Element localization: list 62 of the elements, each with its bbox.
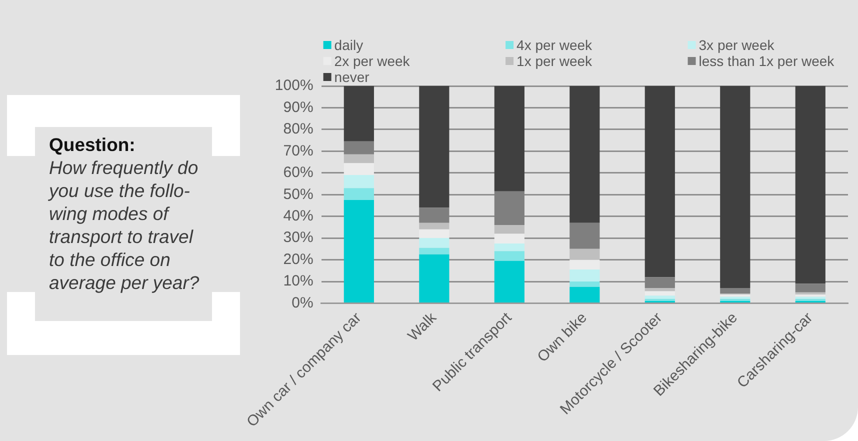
y-tick-label: 40% [283,207,314,224]
legend-label: 4x per week [516,36,594,53]
bar [419,248,450,254]
bar [494,243,524,252]
y-tick-label: 90% [283,98,314,116]
bar [419,86,450,208]
bar [494,251,524,261]
bar [570,286,600,302]
bar [344,141,374,154]
x-tick-label: Own bike [534,309,590,366]
y-tick-label: 20% [283,250,314,268]
bar [795,292,826,295]
bar [570,222,600,249]
legend-label: daily [334,36,364,53]
bar [720,86,750,288]
bar [494,225,524,234]
y-tick-label: 10% [283,272,314,290]
text: Question: [49,133,136,156]
bar [644,288,675,292]
bar [795,298,826,302]
y-tick-label: 100% [274,77,314,94]
bar [570,270,600,282]
bar [344,163,374,176]
bar [644,291,675,296]
bar [419,238,450,248]
text: How frequently do you use the follo-wing modes of transport to travel to the office on average per year? [49,156,200,294]
bar [419,208,450,223]
bar [419,254,450,302]
y-tick-label: 60% [283,164,314,182]
bar [344,86,374,142]
legend-label: 2x per week [334,52,411,69]
y-tick-label: 0% [292,294,314,312]
bar [494,86,524,192]
bar [570,260,600,270]
bar [344,200,374,302]
y-tick-label: 50% [283,186,314,203]
legend-label: 3x per week [698,36,776,53]
bar [344,175,374,188]
bar [494,191,524,226]
bar [644,277,675,288]
bar [344,154,374,164]
bar [795,284,826,292]
y-tick-label: 30% [283,229,314,246]
bar [570,86,600,223]
bar [419,229,450,238]
bar [494,234,524,244]
bar [570,282,600,287]
bar [644,296,675,299]
y-tick-label: 70% [283,142,314,160]
bar [644,86,675,278]
bar [344,188,374,200]
bar [644,298,675,302]
legend-label: never [334,68,370,85]
bar [494,260,524,302]
y-tick-label: 80% [283,120,314,138]
bar [419,222,450,230]
bar [570,248,600,260]
bar [795,86,826,284]
bar [720,298,750,302]
legend-label: less than 1x per week [698,52,836,69]
bar [720,288,750,294]
legend-label: 1x per week [516,52,594,69]
